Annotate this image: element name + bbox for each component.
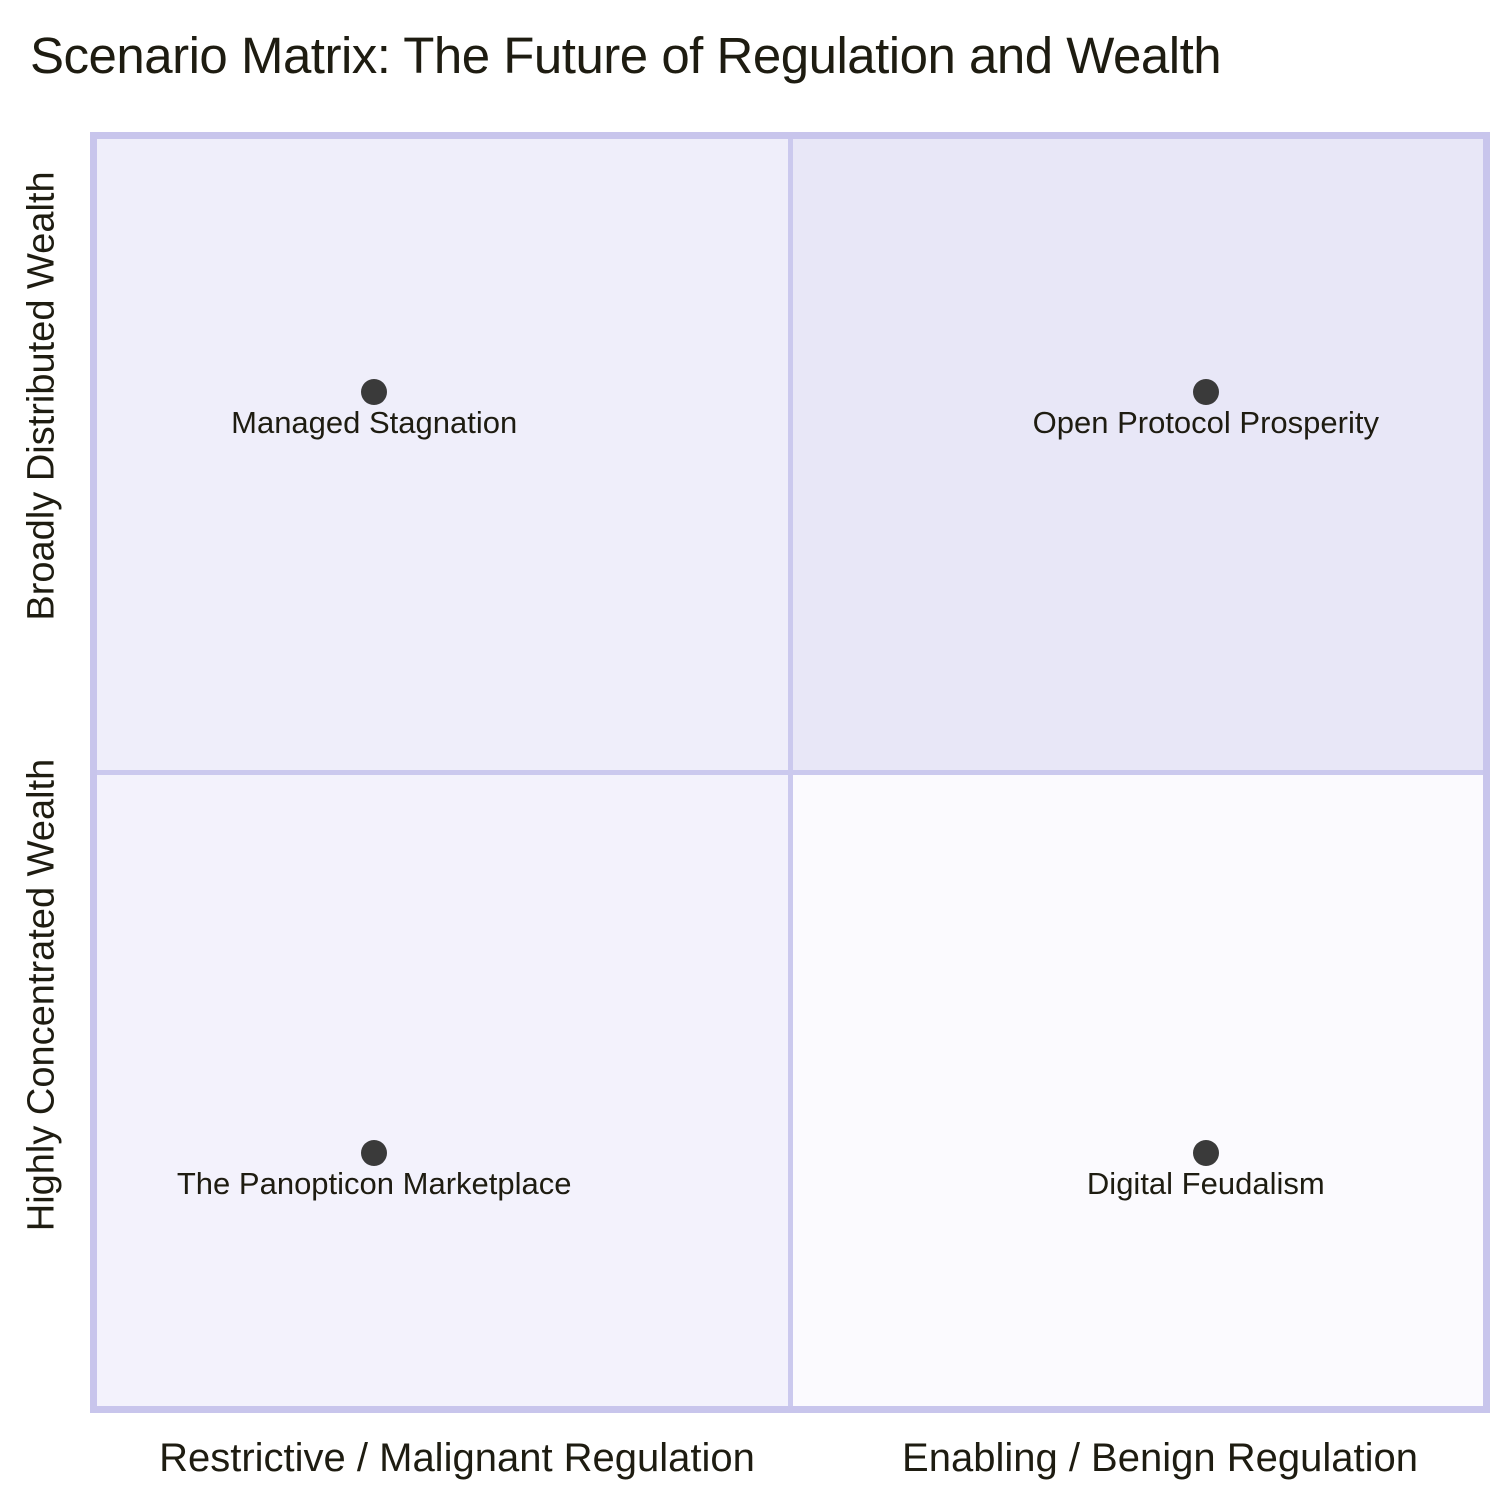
horizontal-divider-line <box>97 770 1483 775</box>
scenario-point-label: The Panopticon Marketplace <box>176 1165 572 1201</box>
scenario-point-label: Open Protocol Prosperity <box>1032 405 1379 441</box>
quadrant-matrix: Managed Stagnation Open Protocol Prosper… <box>90 132 1490 1413</box>
y-axis-label-bottom: Highly Concentrated Wealth <box>20 758 63 1232</box>
scatter-dot <box>361 1139 388 1166</box>
chart-title: Scenario Matrix: The Future of Regulatio… <box>30 27 1222 84</box>
scatter-dot <box>361 379 388 406</box>
quadrant-top-left <box>97 139 790 773</box>
scenario-point-label: Digital Feudalism <box>1086 1165 1325 1201</box>
y-axis-label-top: Broadly Distributed Wealth <box>20 171 63 621</box>
quadrant-bottom-left <box>97 772 790 1406</box>
quadrant-top-right <box>790 139 1483 773</box>
x-axis-label-left: Restrictive / Malignant Regulation <box>159 1436 755 1480</box>
x-axis-label-right: Enabling / Benign Regulation <box>902 1436 1418 1480</box>
quadrant-bottom-right <box>790 772 1483 1406</box>
scatter-dot <box>1192 379 1219 406</box>
scatter-dot <box>1192 1139 1219 1166</box>
scenario-point-label: Managed Stagnation <box>231 405 518 441</box>
